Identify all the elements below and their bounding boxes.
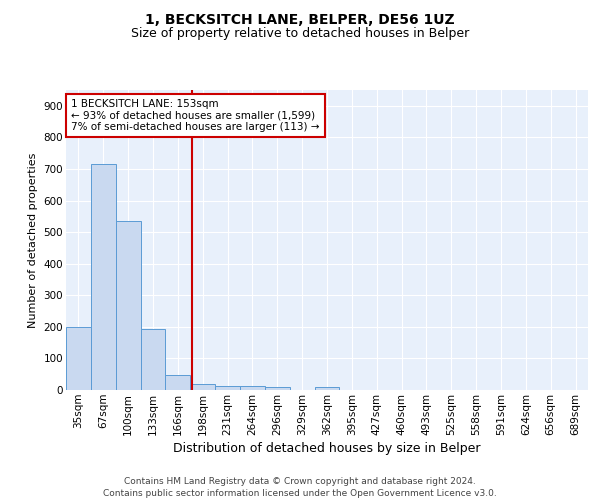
Bar [215, 386, 240, 390]
Bar [140, 329, 166, 390]
Text: Contains HM Land Registry data © Crown copyright and database right 2024.
Contai: Contains HM Land Registry data © Crown c… [103, 476, 497, 498]
Bar [91, 164, 116, 390]
Bar [190, 384, 215, 390]
Text: 1, BECKSITCH LANE, BELPER, DE56 1UZ: 1, BECKSITCH LANE, BELPER, DE56 1UZ [145, 12, 455, 26]
Bar [66, 327, 91, 390]
Bar [265, 388, 290, 390]
Bar [240, 386, 265, 390]
X-axis label: Distribution of detached houses by size in Belper: Distribution of detached houses by size … [173, 442, 481, 455]
Bar [116, 221, 140, 390]
Bar [314, 387, 340, 390]
Y-axis label: Number of detached properties: Number of detached properties [28, 152, 38, 328]
Text: 1 BECKSITCH LANE: 153sqm
← 93% of detached houses are smaller (1,599)
7% of semi: 1 BECKSITCH LANE: 153sqm ← 93% of detach… [71, 99, 320, 132]
Bar [166, 376, 190, 390]
Text: Size of property relative to detached houses in Belper: Size of property relative to detached ho… [131, 28, 469, 40]
